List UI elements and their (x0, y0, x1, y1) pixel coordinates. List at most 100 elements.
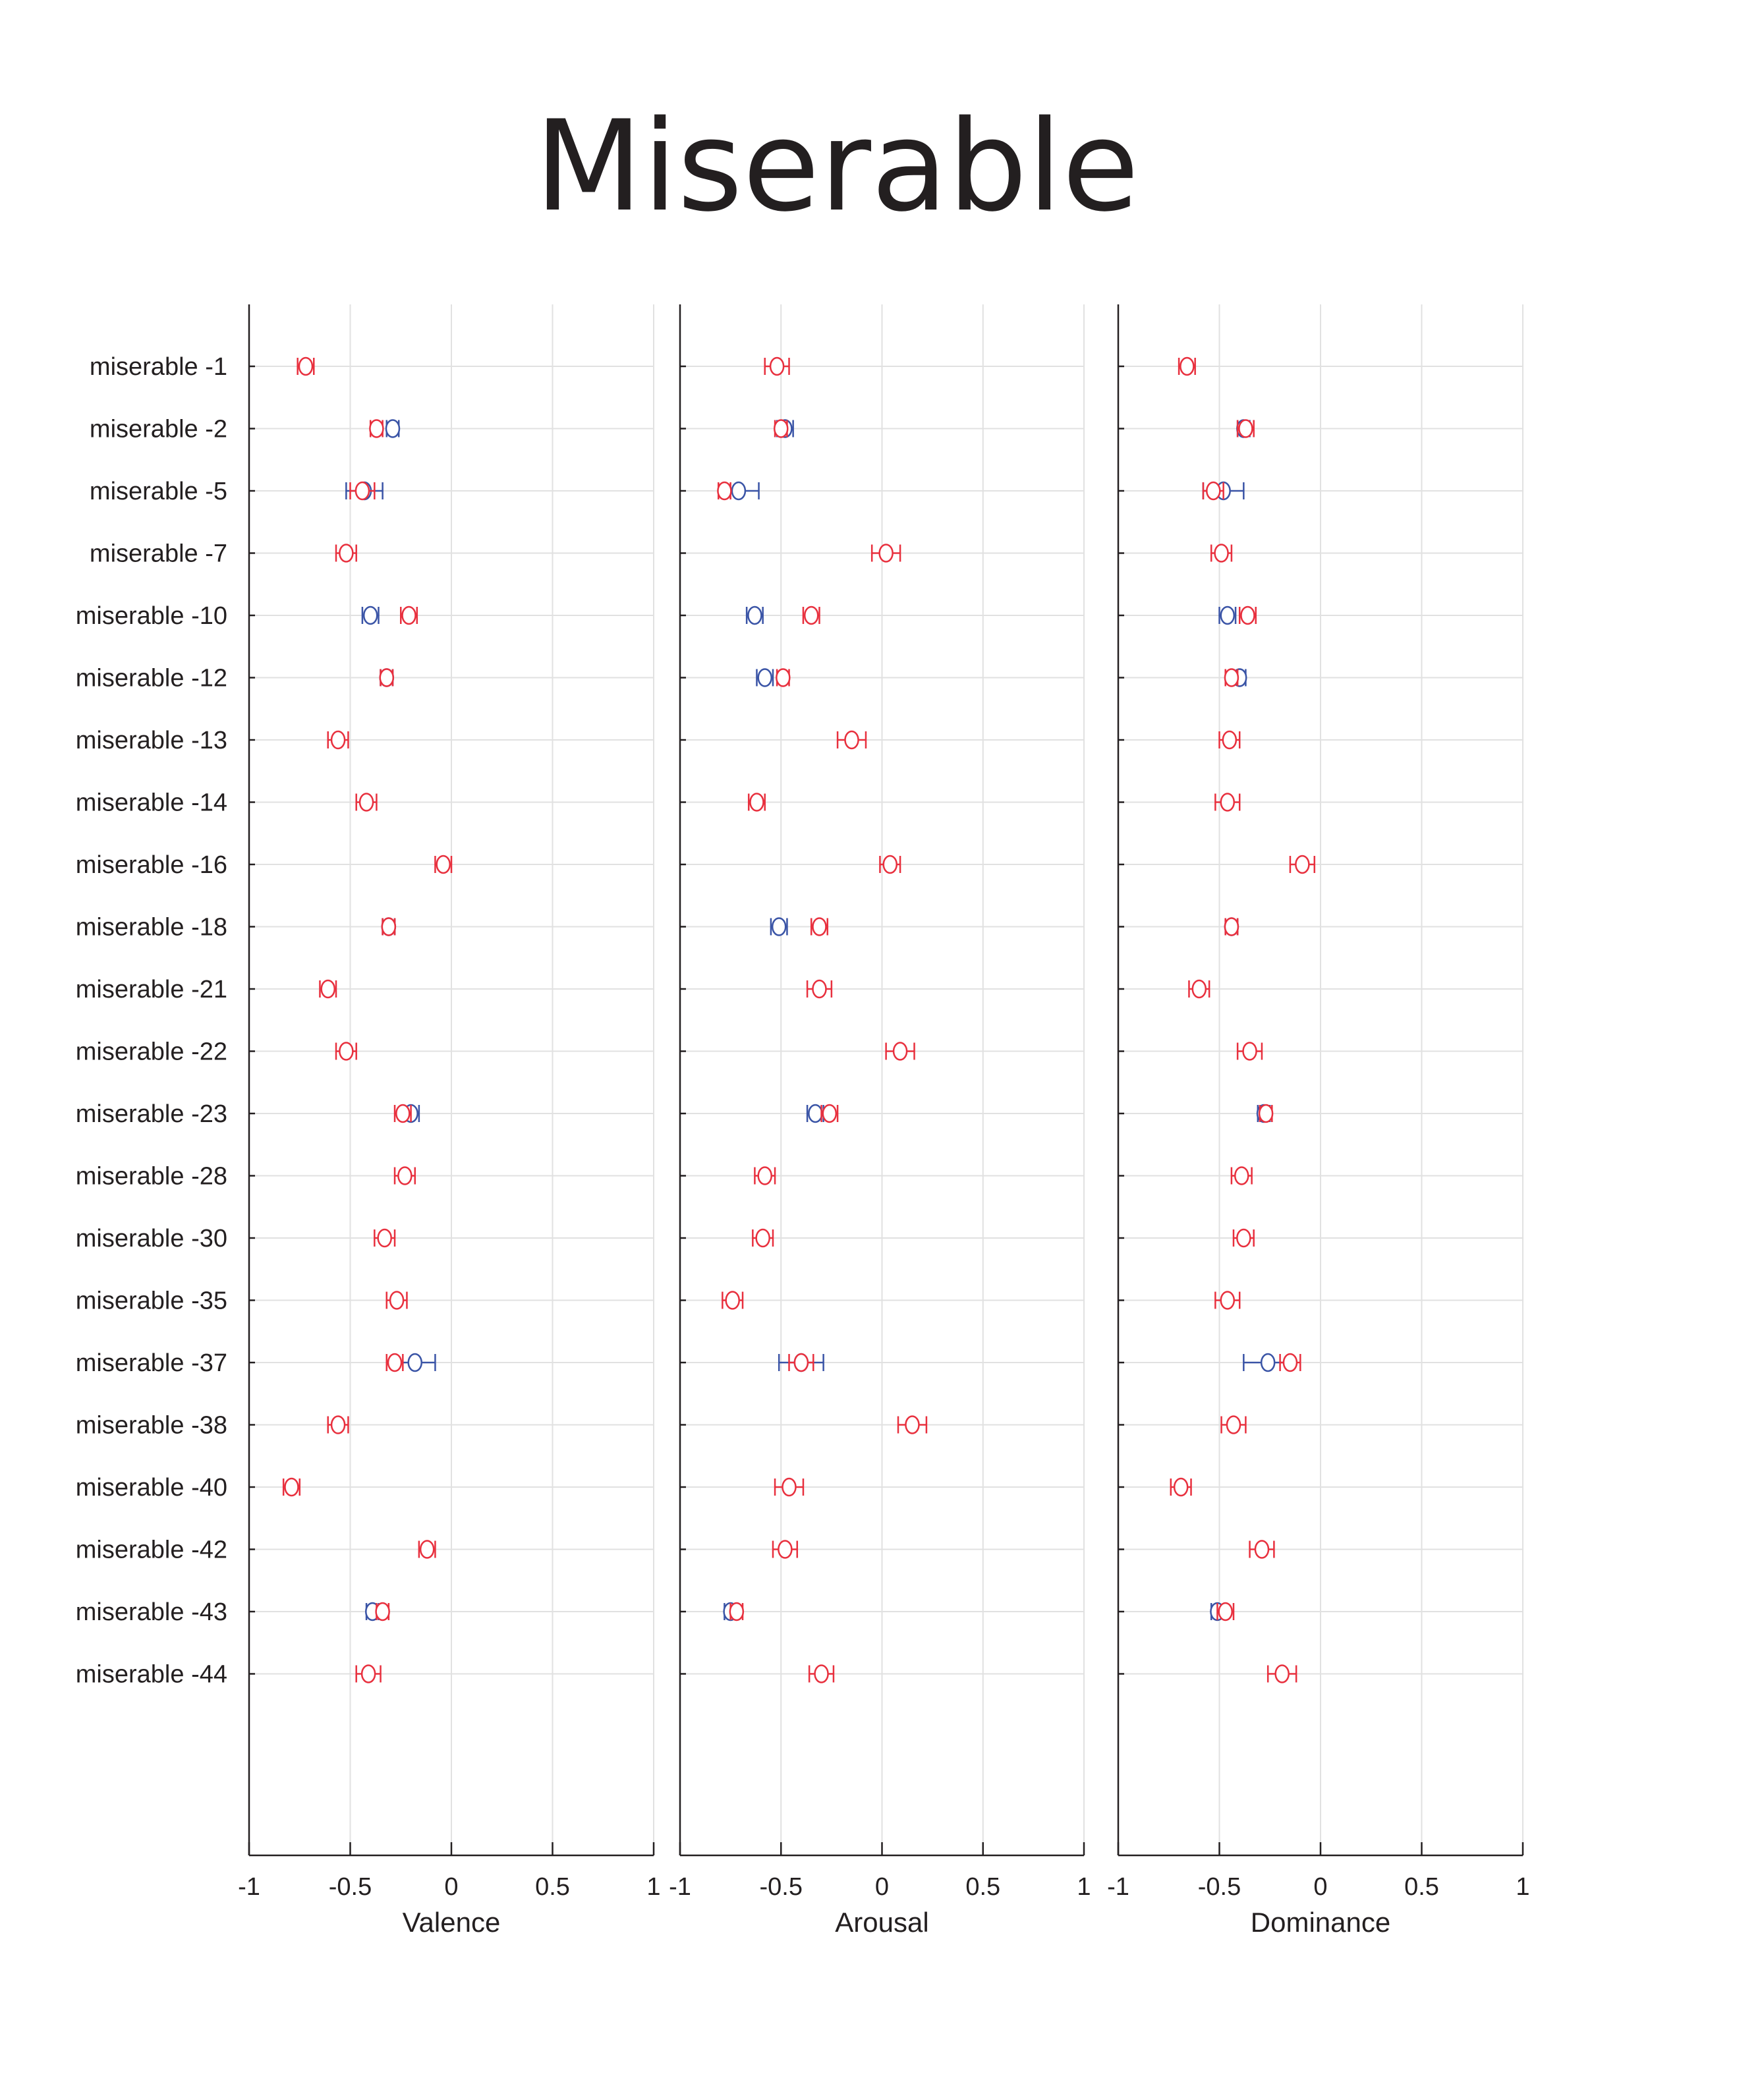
error-bar-point (434, 855, 453, 874)
error-bar-point (361, 605, 380, 625)
error-bar-point (327, 730, 349, 750)
error-bar-point (1236, 419, 1255, 438)
error-bar-point (747, 793, 766, 812)
error-bar-point (393, 1104, 412, 1123)
category-label: miserable -35 (76, 1287, 227, 1315)
error-bar-point (1224, 668, 1239, 687)
error-bar-point (729, 1602, 745, 1621)
error-bar-point (745, 605, 764, 625)
x-tick-label: 1 (1077, 1873, 1091, 1901)
x-tick-label: 0 (444, 1873, 458, 1901)
panel-valence: -1 -0.5 0 0.5 1 Valence (238, 304, 661, 1938)
error-bar-point (1230, 1166, 1253, 1185)
error-bar-point (1170, 1477, 1192, 1497)
category-label: miserable -14 (76, 789, 227, 817)
error-bar-point (802, 605, 820, 625)
error-bar-point (722, 1291, 744, 1310)
error-bar-point (379, 668, 395, 687)
error-bar-point (772, 1540, 799, 1559)
category-labels: miserable -1 miserable -2 miserable -5 mise… (76, 353, 227, 1689)
category-label: miserable -28 (76, 1163, 227, 1191)
x-tick-label: -0.5 (1198, 1873, 1241, 1901)
error-bar-point (335, 1042, 357, 1061)
error-bar-point (756, 668, 774, 687)
error-bar-point (369, 419, 384, 438)
x-tick-label: -1 (669, 1873, 691, 1901)
x-tick-label: 0.5 (965, 1873, 1000, 1901)
error-bar-point (385, 419, 401, 438)
error-bar-point (1289, 855, 1316, 874)
error-bar-point (879, 855, 901, 874)
error-bar-point (1216, 1602, 1235, 1621)
error-bar-point (752, 1228, 774, 1248)
error-bar-point (393, 1166, 416, 1185)
error-bar-point (1188, 979, 1210, 999)
error-bar-point (1258, 1104, 1274, 1123)
error-bar-point (1236, 1042, 1263, 1061)
error-bar-point (1249, 1540, 1275, 1559)
category-label: miserable -7 (90, 540, 227, 568)
category-label: miserable -21 (76, 976, 227, 1003)
category-label: miserable -16 (76, 851, 227, 879)
category-label: miserable -43 (76, 1598, 227, 1626)
x-tick-label: 1 (1516, 1873, 1529, 1901)
error-bar-point (1218, 605, 1237, 625)
error-bar-point (355, 1664, 382, 1683)
error-bar-point (385, 1353, 404, 1372)
error-bar-point (335, 544, 357, 563)
error-bar-point (788, 1353, 814, 1372)
error-bar-point (400, 605, 418, 625)
error-bar-point (836, 730, 867, 750)
error-bar-point (774, 1477, 805, 1497)
error-bar-point (418, 1540, 436, 1559)
category-label: miserable -5 (90, 478, 227, 505)
x-tick-label: -1 (238, 1873, 260, 1901)
error-bar-point (1232, 1228, 1255, 1248)
error-bar-point (754, 1166, 776, 1185)
category-label: miserable -12 (76, 665, 227, 692)
x-tick-label: 0 (1313, 1873, 1327, 1901)
error-bar-point (385, 1291, 408, 1310)
x-tick-label: -0.5 (760, 1873, 803, 1901)
error-bar-point (297, 356, 315, 376)
error-bar-point (381, 917, 397, 936)
error-bar-point (806, 1104, 824, 1123)
category-label: miserable -1 (90, 353, 227, 381)
category-label: miserable -38 (76, 1412, 227, 1440)
category-label: miserable -22 (76, 1038, 227, 1066)
x-axis-label: Valence (403, 1907, 501, 1938)
error-bar-point (776, 668, 791, 687)
category-label: miserable -37 (76, 1349, 227, 1377)
error-bar-point (375, 1602, 390, 1621)
chart-title: Miserable (534, 94, 1139, 239)
panel-dominance: -1 -0.5 0 0.5 1 Dominance (1107, 304, 1530, 1938)
error-bar-point (1220, 1415, 1247, 1434)
category-label: miserable -13 (76, 727, 227, 754)
x-tick-label: -0.5 (329, 1873, 372, 1901)
error-bar-point (1224, 917, 1239, 936)
category-label: miserable -30 (76, 1225, 227, 1253)
error-bar-point (282, 1477, 300, 1497)
error-bar-point (717, 481, 732, 501)
panel-arousal: -1 -0.5 0 0.5 1 Arousal (669, 304, 1091, 1938)
category-label: miserable -42 (76, 1536, 227, 1564)
error-bar-point (1238, 605, 1257, 625)
x-tick-label: -1 (1107, 1873, 1129, 1901)
category-label: miserable -10 (76, 602, 227, 630)
error-bar-point (808, 1664, 835, 1683)
error-bar-point (764, 356, 790, 376)
error-bar-point (327, 1415, 349, 1434)
error-bar-point (374, 1228, 396, 1248)
error-bar-point (355, 793, 378, 812)
x-tick-label: 0.5 (1404, 1873, 1439, 1901)
error-bar-point (806, 979, 833, 999)
x-axis-label: Dominance (1251, 1907, 1390, 1938)
error-bar-point (810, 917, 828, 936)
error-bar-point (349, 481, 376, 501)
error-bar-point (1202, 481, 1224, 501)
error-bar-point (1210, 544, 1233, 563)
error-bar-point (1266, 1664, 1297, 1683)
error-bar-point (1214, 793, 1241, 812)
error-bar-point (393, 1353, 436, 1372)
